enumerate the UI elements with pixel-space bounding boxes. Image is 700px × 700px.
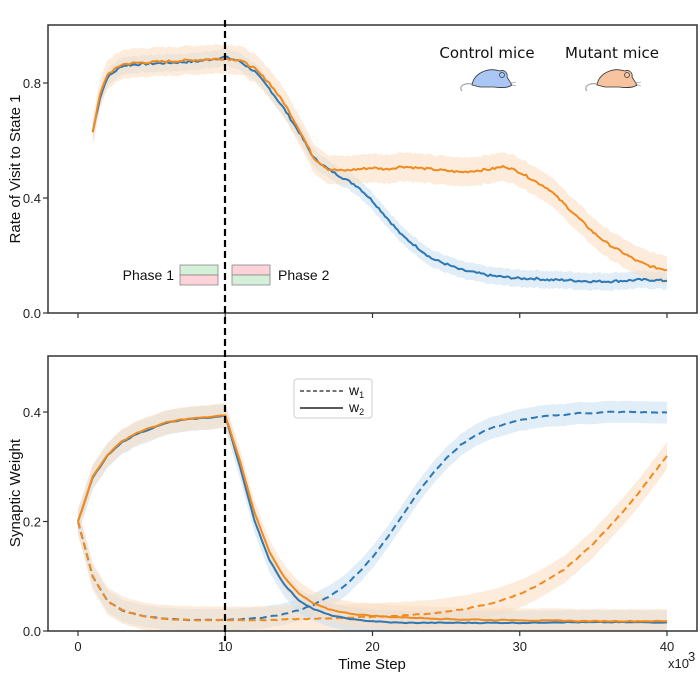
weight-legend: w1 w2: [293, 378, 373, 419]
line-control-w2: [77, 414, 668, 625]
bottom-y-axis-label: Synaptic Weight: [7, 438, 24, 547]
top-panel: 0.0 0.4 0.8 Rate of Visit to State 1 Contr…: [7, 24, 698, 321]
phase-2-label: Phase 2: [278, 267, 330, 283]
y-tick-label: 0.4: [23, 191, 41, 206]
line-mutant-w1: [77, 455, 668, 622]
legend-w2-label: w2: [348, 399, 364, 417]
x-multiplier-base: x10: [668, 656, 689, 671]
line-mutant-w2: [77, 414, 668, 623]
phase-1-swatch: [179, 264, 219, 286]
y-tick-label: 0.0: [23, 624, 41, 639]
y-tick-label: 0.2: [23, 515, 41, 530]
top-series-lines: [91, 55, 668, 284]
bottom-confidence-bands: [78, 400, 667, 631]
x-tick-label: 0: [74, 639, 81, 654]
phase-1-label: Phase 1: [123, 267, 175, 283]
mice-legend: Control mice Mutant mice: [439, 44, 659, 92]
top-confidence-bands: [92, 44, 667, 291]
phase-2-swatch: [231, 264, 271, 286]
band-mutant-mice: [92, 44, 667, 285]
mouse-orange-icon: [585, 69, 642, 92]
bottom-panel: 0.0 0.2 0.4 0 10 20 30 40 Synaptic Weight Time…: [7, 355, 698, 673]
control-mice-label: Control mice: [439, 44, 534, 62]
x-multiplier: x10 3: [668, 649, 695, 671]
x-multiplier-exponent: 3: [688, 649, 695, 664]
x-tick-label: 40: [660, 639, 674, 654]
band-mutant-w2: [78, 403, 667, 631]
top-y-axis-label: Rate of Visit to State 1: [7, 95, 24, 244]
line-control-w1: [77, 410, 668, 622]
x-tick-label: 20: [365, 639, 379, 654]
bottom-x-ticks: 0 10 20 30 40: [74, 631, 674, 654]
y-tick-label: 0.8: [23, 76, 41, 91]
bottom-x-axis-label: Time Step: [338, 656, 406, 673]
phase-legend: Phase 1 Phase 2: [123, 264, 330, 286]
legend-w1-label: w1: [348, 382, 364, 400]
line-mutant-mice: [91, 57, 668, 272]
top-y-ticks: 0.0 0.4 0.8: [23, 76, 48, 321]
y-tick-label: 0.4: [23, 405, 41, 420]
x-tick-label: 30: [513, 639, 527, 654]
bottom-series-lines: [77, 410, 668, 625]
band-control-w1: [78, 400, 667, 631]
x-tick-label: 10: [218, 639, 232, 654]
y-tick-label: 0.0: [23, 306, 41, 321]
band-mutant-w1: [78, 442, 667, 631]
band-control-w2: [78, 403, 667, 631]
mutant-mice-label: Mutant mice: [565, 44, 659, 62]
line-control-mice: [91, 55, 668, 284]
bottom-y-ticks: 0.0 0.2 0.4: [23, 405, 48, 639]
mouse-blue-icon: [460, 69, 517, 92]
